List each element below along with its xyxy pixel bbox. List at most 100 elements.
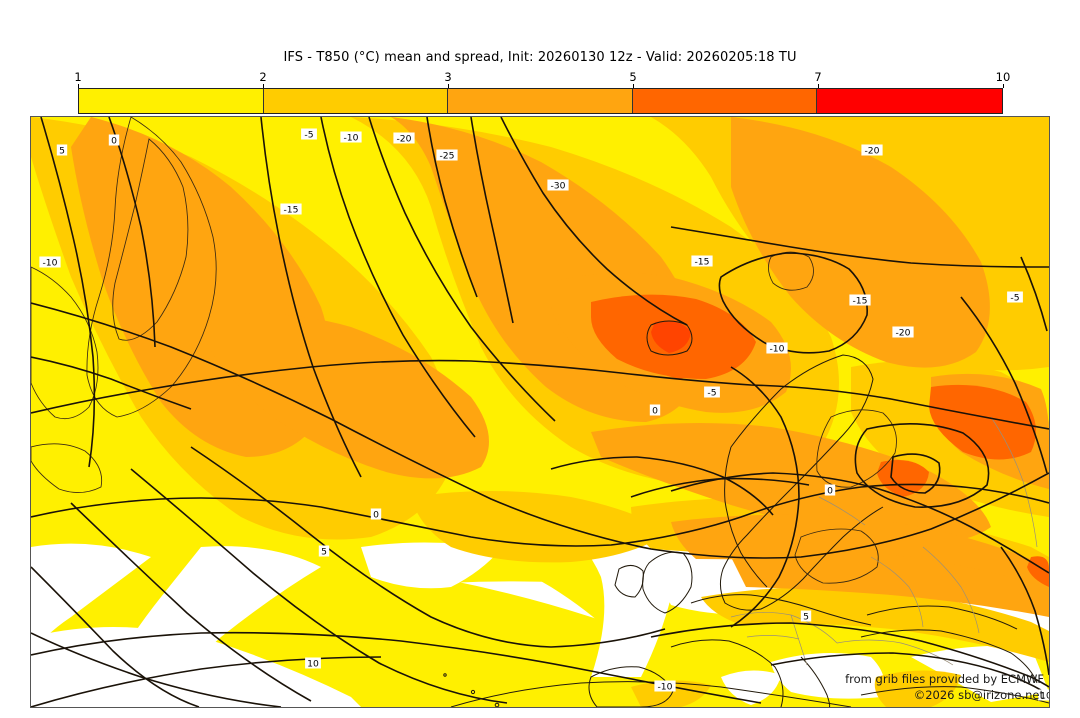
colorbar-tick-label: 1 — [74, 70, 82, 84]
contour-label-bg — [305, 657, 321, 669]
contour-label-text: 0 — [827, 485, 833, 496]
colorbar-tickmark — [818, 84, 819, 88]
contour-label-bg — [704, 386, 720, 398]
contour-label: -10 — [654, 680, 676, 692]
contour-label: -10 — [39, 256, 61, 268]
contour-label-text: -10 — [42, 257, 57, 268]
contour-label-text: -20 — [895, 327, 910, 338]
contour-label-bg — [340, 131, 362, 143]
contour-lines-layer — [31, 117, 1049, 707]
contour-label-bg — [800, 610, 812, 622]
contour-label: 10 — [305, 657, 321, 669]
contour-label-bg — [766, 342, 788, 354]
colorbar-tick-label: 5 — [629, 70, 637, 84]
contour-label: 5 — [800, 610, 812, 622]
colorbar-tickmark — [78, 84, 79, 88]
contour-label: -5 — [1007, 291, 1023, 303]
contour-label-text: -20 — [864, 145, 879, 156]
contour-label-text: -15 — [694, 256, 709, 267]
contour-labels-layer: 5 0 -10 -5 -10 -20 -25 -15 -30 -20 -15 -15 -5 -10 -20 -… — [39, 128, 1049, 701]
contour-label-text: 0 — [652, 405, 658, 416]
contour-label-bg — [547, 179, 569, 191]
contour-label: -20 — [861, 144, 883, 156]
colorbar-segment-5-7 — [632, 89, 818, 113]
contour-label-text: -10 — [657, 681, 672, 692]
contour-label-bg — [649, 404, 661, 416]
contour-label-text: -10 — [343, 132, 358, 143]
contour-label: -5 — [704, 386, 720, 398]
contour-label: 0 — [370, 508, 382, 520]
contour-label-bg — [108, 134, 120, 146]
contour-label-bg — [318, 545, 330, 557]
colorbar-segment-2-3 — [263, 89, 449, 113]
contour-label-bg — [1007, 291, 1023, 303]
colorbar-tick-axis: 1 2 3 5 7 10 — [74, 70, 1010, 88]
contour-label-text: 0 — [111, 135, 117, 146]
contour-label-bg — [393, 132, 415, 144]
contour-label: 0 — [824, 484, 836, 496]
contour-label-bg — [56, 144, 68, 156]
contour-label-text: -15 — [852, 295, 867, 306]
contour-label-text: -25 — [439, 150, 454, 161]
colorbar-tickmark — [1003, 84, 1004, 88]
contour-label: 5 — [318, 545, 330, 557]
contour-label: -30 — [547, 179, 569, 191]
contour-label: 0 — [649, 404, 661, 416]
contour-label-bg — [370, 508, 382, 520]
coastlines-layer — [31, 117, 1049, 707]
contour-label-bg — [892, 326, 914, 338]
contour-label-bg — [824, 484, 836, 496]
country-borders-layer — [730, 416, 1038, 666]
colorbar-tick-label: 2 — [259, 70, 267, 84]
contour-label: -10 — [340, 131, 362, 143]
contour-label-text: -10 — [769, 343, 784, 354]
colorbar-tickmark — [633, 84, 634, 88]
contour-label-bg — [1038, 689, 1049, 701]
map-svg: 5 0 -10 -5 -10 -20 -25 -15 -30 -20 -15 -15 -5 -10 -20 -… — [31, 117, 1049, 707]
colorbar-gradient — [78, 88, 1003, 114]
contour-label: -15 — [280, 203, 302, 215]
contour-label: 5 — [56, 144, 68, 156]
contour-label-text: 10 — [307, 658, 319, 669]
contour-label-text: 5 — [59, 145, 65, 156]
contour-label-bg — [436, 149, 458, 161]
contour-label-text: -5 — [1010, 292, 1019, 303]
contour-label-text: 10 — [1040, 690, 1049, 701]
contour-label-bg — [654, 680, 676, 692]
shade-band-7-10 — [651, 320, 691, 353]
contour-label: 0 — [108, 134, 120, 146]
contour-label: -5 — [301, 128, 317, 140]
colorbar-tickmark — [263, 84, 264, 88]
page-title: IFS - T850 (°C) mean and spread, Init: 2… — [283, 50, 797, 65]
contour-label-text: -15 — [283, 204, 298, 215]
contour-label: -15 — [849, 294, 871, 306]
contour-label-text: -30 — [550, 180, 565, 191]
colorbar-tick-label: 3 — [444, 70, 452, 84]
contour-label: -10 — [766, 342, 788, 354]
contour-label-bg — [280, 203, 302, 215]
contour-label: 10 — [1038, 689, 1049, 701]
contour-label-bg — [849, 294, 871, 306]
contour-label-bg — [861, 144, 883, 156]
contour-label: -20 — [393, 132, 415, 144]
contour-label: -25 — [436, 149, 458, 161]
colorbar-tickmark — [448, 84, 449, 88]
map-canvas[interactable]: 5 0 -10 -5 -10 -20 -25 -15 -30 -20 -15 -15 -5 -10 -20 -… — [30, 116, 1050, 708]
colorbar: 1 2 3 5 7 10 — [74, 70, 1010, 114]
colorbar-tick-label: 10 — [995, 70, 1011, 84]
contour-label: -15 — [691, 255, 713, 267]
colorbar-segment-1-2 — [79, 89, 264, 113]
contour-label-text: -5 — [304, 129, 313, 140]
contour-label-text: 5 — [803, 611, 809, 622]
contour-label-text: 5 — [321, 546, 327, 557]
contour-label-bg — [39, 256, 61, 268]
contour-label: -20 — [892, 326, 914, 338]
contour-label-bg — [691, 255, 713, 267]
contour-label-bg — [301, 128, 317, 140]
colorbar-segment-3-5 — [448, 89, 633, 113]
contour-label-text: -20 — [396, 133, 411, 144]
contour-label-text: 0 — [373, 509, 379, 520]
colorbar-tick-label: 7 — [814, 70, 822, 84]
colorbar-segment-7-10 — [817, 89, 1002, 113]
